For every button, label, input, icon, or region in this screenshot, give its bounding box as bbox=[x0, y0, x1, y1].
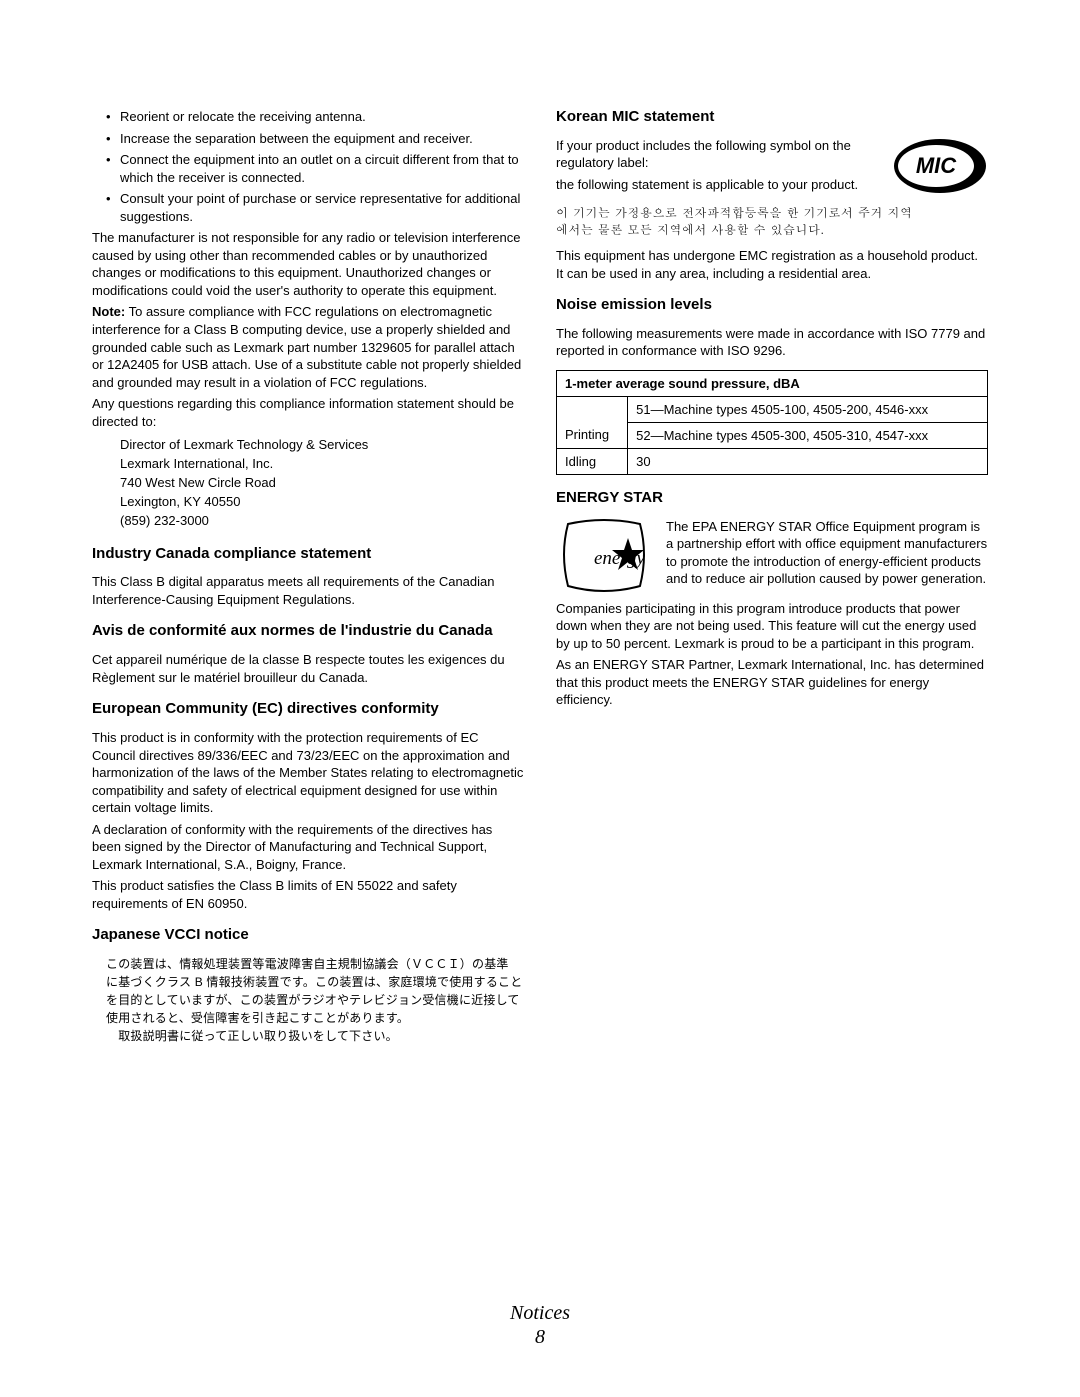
manufacturer-disclaimer: The manufacturer is not responsible for … bbox=[92, 229, 524, 299]
address-line: Lexington, KY 40550 bbox=[120, 493, 524, 512]
energy-star-p3: As an ENERGY STAR Partner, Lexmark Inter… bbox=[556, 656, 988, 709]
two-column-layout: Reorient or relocate the receiving anten… bbox=[92, 108, 988, 1045]
energy-star-row: energy The EPA ENERGY STAR Office Equipm… bbox=[556, 518, 988, 596]
mic-logo-icon: MIC bbox=[892, 137, 988, 195]
address-line: (859) 232-3000 bbox=[120, 512, 524, 531]
korean-statement-text: 이 기기는 가정용으로 전자파적합등록을 한 기기로서 주거 지역 에서는 물론… bbox=[556, 205, 988, 239]
fcc-note: Note: To assure compliance with FCC regu… bbox=[92, 303, 524, 391]
ec-paragraph: A declaration of conformity with the req… bbox=[92, 821, 524, 874]
list-item: Consult your point of purchase or servic… bbox=[120, 190, 524, 225]
fcc-suggestions-list: Reorient or relocate the receiving anten… bbox=[92, 108, 524, 225]
address-line: Director of Lexmark Technology & Service… bbox=[120, 436, 524, 455]
ec-paragraph: This product is in conformity with the p… bbox=[92, 729, 524, 817]
korean-intro-p2: the following statement is applicable to… bbox=[556, 176, 882, 194]
korean-intro-p1: If your product includes the following s… bbox=[556, 137, 882, 172]
svg-text:MIC: MIC bbox=[916, 153, 957, 178]
energy-star-p2: Companies participating in this program … bbox=[556, 600, 988, 653]
footer-title: Notices bbox=[0, 1301, 1080, 1325]
page-footer: Notices 8 bbox=[0, 1301, 1080, 1349]
table-cell: 51—Machine types 4505-100, 4505-200, 454… bbox=[628, 396, 988, 422]
note-label: Note: bbox=[92, 304, 125, 319]
questions-intro: Any questions regarding this compliance … bbox=[92, 395, 524, 430]
list-item: Reorient or relocate the receiving anten… bbox=[120, 108, 524, 126]
heading-noise-emission: Noise emission levels bbox=[556, 296, 988, 315]
jp-line: 使用されると、受信障害を引き起こすことがあります。 bbox=[106, 1009, 524, 1027]
table-cell bbox=[557, 396, 628, 422]
table-cell: 52—Machine types 4505-300, 4505-310, 454… bbox=[628, 422, 988, 448]
table-cell: Idling bbox=[557, 448, 628, 474]
japanese-vcci-text: この装置は、情報処理装置等電波障害自主規制協議会（ＶＣＣＩ）の基準 に基づくクラ… bbox=[92, 955, 524, 1045]
heading-ec-directives: European Community (EC) directives confo… bbox=[92, 700, 524, 719]
address-line: Lexmark International, Inc. bbox=[120, 455, 524, 474]
right-column: Korean MIC statement If your product inc… bbox=[556, 108, 988, 1045]
korean-mic-intro: If your product includes the following s… bbox=[556, 137, 882, 198]
energy-star-p1: The EPA ENERGY STAR Office Equipment pro… bbox=[666, 518, 988, 588]
heading-energy-star: ENERGY STAR bbox=[556, 489, 988, 508]
footer-page-number: 8 bbox=[0, 1325, 1080, 1349]
list-item: Increase the separation between the equi… bbox=[120, 130, 524, 148]
industry-canada-body: This Class B digital apparatus meets all… bbox=[92, 573, 524, 608]
jp-line: この装置は、情報処理装置等電波障害自主規制協議会（ＶＣＣＩ）の基準 bbox=[106, 955, 524, 973]
address-line: 740 West New Circle Road bbox=[120, 474, 524, 493]
contact-address: Director of Lexmark Technology & Service… bbox=[92, 436, 524, 530]
heading-avis-canada: Avis de conformité aux normes de l'indus… bbox=[92, 622, 524, 641]
noise-emission-table: 1-meter average sound pressure, dBA 51—M… bbox=[556, 370, 988, 475]
table-header: 1-meter average sound pressure, dBA bbox=[557, 370, 988, 396]
heading-industry-canada: Industry Canada compliance statement bbox=[92, 545, 524, 564]
table-cell: 30 bbox=[628, 448, 988, 474]
note-body: To assure compliance with FCC regulation… bbox=[92, 304, 521, 389]
left-column: Reorient or relocate the receiving anten… bbox=[92, 108, 524, 1045]
jp-line: 取扱説明書に従って正しい取り扱いをして下さい。 bbox=[106, 1027, 524, 1045]
avis-canada-body: Cet appareil numérique de la classe B re… bbox=[92, 651, 524, 686]
heading-korean-mic: Korean MIC statement bbox=[556, 108, 988, 127]
heading-japanese-vcci: Japanese VCCI notice bbox=[92, 926, 524, 945]
jp-line: に基づくクラス B 情報技術装置です。この装置は、家庭環境で使用すること bbox=[106, 973, 524, 991]
list-item: Connect the equipment into an outlet on … bbox=[120, 151, 524, 186]
noise-intro: The following measurements were made in … bbox=[556, 325, 988, 360]
energy-star-logo-icon: energy bbox=[556, 518, 652, 596]
table-cell: Printing bbox=[557, 422, 628, 448]
korean-english-body: This equipment has undergone EMC registr… bbox=[556, 247, 988, 282]
ec-paragraph: This product satisfies the Class B limit… bbox=[92, 877, 524, 912]
jp-line: を目的としていますが、この装置がラジオやテレビジョン受信機に近接して bbox=[106, 991, 524, 1009]
korean-mic-row: If your product includes the following s… bbox=[556, 137, 988, 198]
